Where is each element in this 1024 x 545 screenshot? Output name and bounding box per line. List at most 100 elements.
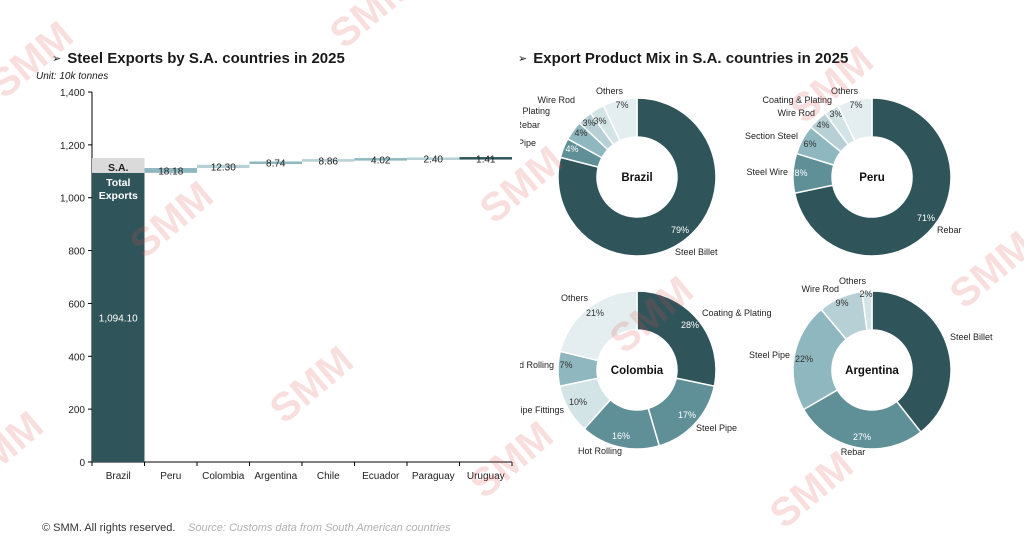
slice-category-label: Cold Rolling: [520, 360, 554, 370]
bar-paraguay: [407, 157, 460, 160]
x-tick-label: Argentina: [254, 471, 297, 482]
x-tick-label: Uruguay: [467, 471, 505, 482]
donut-slice-steel-billet: [557, 97, 717, 257]
slice-pct-label: 4%: [574, 128, 587, 138]
data-label: 8.86: [319, 156, 339, 167]
slice-pct-label: 79%: [671, 225, 689, 235]
y-tick-label: 600: [68, 299, 85, 310]
donut-charts: 79% Steel Billet 4% Steel Pipe 4% Rebar 3% Coat…: [520, 86, 993, 457]
arrow-bullet-icon: ➢: [518, 53, 528, 65]
slice-category-label: Steel Pipe: [749, 350, 790, 360]
unit-label: Unit: 10k tonnes: [36, 71, 109, 82]
data-label: 2.40: [424, 155, 444, 166]
donut-slice-others: [837, 97, 873, 142]
bar-uruguay: [459, 157, 512, 160]
data-label: 1,094.10: [99, 313, 138, 324]
slice-pct-label: 21%: [586, 308, 604, 318]
donut-section-title: ➢ Export Product Mix in S.A. countries in…: [518, 50, 848, 67]
slice-category-label: Steel Wire: [746, 167, 788, 177]
bar-ecuador: [354, 158, 407, 161]
total-marker: [92, 158, 145, 173]
y-tick-label: 0: [79, 458, 85, 469]
slice-category-label: Steel Billet: [950, 332, 993, 342]
slice-category-label: Steel Pipe: [696, 423, 737, 433]
slice-pct-label: 2%: [859, 289, 872, 299]
copyright-text: © SMM. All rights reserved.: [42, 522, 176, 534]
source-note: Source: Customs data from South American…: [188, 522, 451, 534]
slice-category-label: Section Steel: [745, 131, 798, 141]
slice-pct-label: 9%: [835, 298, 848, 308]
x-tick-label: Colombia: [202, 471, 245, 482]
slice-category-label: Rebar: [937, 225, 962, 235]
slice-pct-label: 28%: [681, 320, 699, 330]
slice-category-label: Hot Rolling: [578, 446, 622, 456]
total-label: S.A.: [108, 162, 129, 174]
slice-category-label: Steel Billet: [675, 247, 718, 257]
x-tick-label: Chile: [317, 471, 340, 482]
waterfall-chart: 0 200 400 600 800 1,000 1,200 1,400 1,094.10 Braz…: [60, 88, 513, 482]
slice-pct-label: 4%: [816, 120, 829, 130]
slice-category-label: Steel Pipe Fittings: [520, 405, 564, 415]
slice-pct-label: 3%: [593, 116, 606, 126]
slice-pct-label: 7%: [615, 100, 628, 110]
slice-category-label: Others: [831, 86, 859, 96]
x-tick-label: Peru: [160, 471, 181, 482]
y-tick-label: 1,400: [60, 88, 85, 99]
y-tick-label: 1,000: [60, 194, 85, 205]
x-tick-label: Ecuador: [362, 471, 400, 482]
slice-category-label: Coating & Plating: [762, 95, 832, 105]
bar-brazil: [92, 172, 145, 462]
slice-pct-label: 27%: [853, 432, 871, 442]
donut-slice-steel-billet: [871, 290, 952, 434]
slice-pct-label: 7%: [559, 360, 572, 370]
donut-slice-rebar: [802, 388, 922, 450]
slice-category-label: Others: [561, 293, 589, 303]
slice-pct-label: 6%: [803, 139, 816, 149]
data-label: 4.02: [371, 155, 391, 166]
slice-category-label: Wire Rod: [801, 284, 839, 294]
slice-category-label: Coating & Plating: [702, 308, 772, 318]
slice-pct-label: 8%: [794, 168, 807, 178]
donut-section-title-text: Export Product Mix in S.A. countries in …: [533, 50, 849, 67]
slice-category-label: Others: [839, 276, 867, 286]
data-label: 18.18: [158, 166, 183, 177]
y-tick-label: 200: [68, 405, 85, 416]
slice-category-label: Steel Pipe: [520, 138, 536, 148]
slice-pct-label: 7%: [849, 100, 862, 110]
waterfall-title-text: Steel Exports by S.A. countries in 2025: [67, 50, 345, 67]
slice-pct-label: 22%: [795, 354, 813, 364]
slice-pct-label: 16%: [612, 431, 630, 441]
donut-slice-rebar: [793, 97, 952, 257]
total-label: Total: [106, 177, 130, 189]
slice-category-label: Others: [596, 86, 624, 96]
slice-category-label: Wire Rod: [777, 108, 815, 118]
y-tick-label: 800: [68, 247, 85, 258]
arrow-bullet-icon: ➢: [52, 53, 62, 65]
y-tick-label: 400: [68, 352, 85, 363]
bar-argentina: [249, 161, 302, 164]
slice-pct-label: 17%: [678, 410, 696, 420]
donut-center-label: Colombia: [611, 365, 664, 377]
slice-pct-label: 71%: [917, 213, 935, 223]
y-tick-label: 1,200: [60, 141, 85, 152]
data-label: 8.74: [266, 159, 286, 170]
slice-category-label: Rebar: [520, 120, 540, 130]
x-tick-label: Brazil: [106, 471, 131, 482]
donut-slice-others: [861, 290, 873, 332]
donut-center-label: Brazil: [621, 172, 652, 184]
donut-center-label: Argentina: [845, 365, 899, 377]
slice-pct-label: 3%: [829, 109, 842, 119]
total-label: Exports: [99, 190, 138, 202]
slice-pct-label: 39%: [954, 339, 972, 349]
data-label: 12.30: [211, 162, 236, 173]
data-label: 1.41: [476, 154, 496, 165]
slice-pct-label: 3%: [582, 118, 595, 128]
bar-chile: [302, 159, 355, 162]
bar-colombia: [197, 164, 250, 169]
slice-pct-label: 10%: [569, 397, 587, 407]
slice-pct-label: 4%: [565, 144, 578, 154]
slice-category-label: Wire Rod: [537, 95, 575, 105]
donut-slice-others: [559, 290, 638, 362]
donut-center-label: Peru: [859, 172, 885, 184]
x-tick-label: Paraguay: [412, 471, 455, 482]
